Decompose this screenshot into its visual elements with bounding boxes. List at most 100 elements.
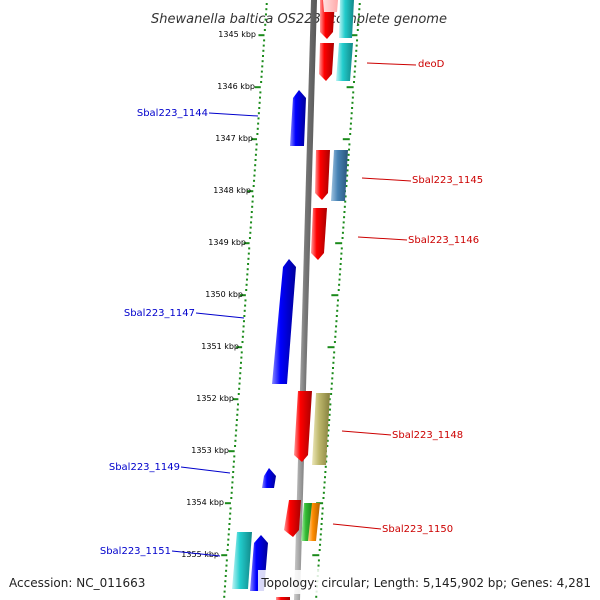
tick-minor [351,96,354,99]
cog-feature-sbal223-1145[interactable] [331,150,348,201]
tick-minor [258,107,261,109]
left-tick-track [221,3,268,598]
tick-minor [323,486,326,489]
gene-label-sbal223-1146[interactable]: Sbal223_1146 [408,235,479,246]
tick-minor [224,580,227,583]
cog-feature-sbal223-1150-orange[interactable] [308,503,320,541]
tick-major [327,346,335,349]
cog-feature-sbal223-1148[interactable] [312,393,330,465]
tick-minor [240,356,243,359]
tick-minor [236,408,239,411]
tick-minor [320,523,323,525]
tick-minor [235,424,238,427]
gene-label-sbal223-1147[interactable]: Sbal223_1147 [124,308,195,319]
tick-minor [247,257,250,260]
tick-minor [235,419,238,421]
tick-minor [232,460,235,463]
tick-minor [223,585,226,588]
tick-minor [351,101,354,104]
gene-label-sbal223-1145[interactable]: Sbal223_1145 [412,175,483,186]
tick-minor [341,231,344,234]
tick-minor [260,70,263,73]
tick-major [232,398,239,401]
tick-minor [241,335,244,338]
cog-feature-deoD[interactable] [336,43,353,81]
tick-minor [231,486,234,489]
tick-minor [226,543,229,546]
leader-line-sbal223-1147 [195,312,245,319]
kbp-label: 1353 kbp [191,446,229,455]
tick-minor [227,533,230,536]
tick-minor [245,278,248,281]
tick-minor [357,23,360,26]
tick-minor [257,117,260,120]
gene-label-sbal223-1148[interactable]: Sbal223_1148 [392,430,463,441]
gene-label-sbal223-1144[interactable]: Sbal223_1144 [137,108,208,119]
tick-major [335,242,343,245]
tick-minor [264,23,267,26]
gene-label-sbal223-1150[interactable]: Sbal223_1150 [382,524,453,535]
tick-minor [263,39,266,42]
tick-minor [247,263,250,265]
tick-minor [358,3,361,5]
tick-minor [332,356,335,359]
tick-minor [264,18,267,21]
gene-label-deoD[interactable]: deoD [418,59,445,70]
gene-label-sbal223-1149[interactable]: Sbal223_1149 [109,462,180,473]
tick-minor [330,393,333,395]
tick-major [312,554,320,557]
tick-minor [346,174,349,177]
tick-minor [348,148,351,151]
tick-minor [349,127,352,130]
kbp-label: 1346 kbp [217,82,255,91]
tick-minor [245,283,248,286]
cog-feature-top-pink [323,0,338,12]
tick-major [224,502,231,505]
cog-feature-sbal223-1151[interactable] [232,532,252,589]
tick-minor [326,439,329,442]
tick-minor [357,18,360,21]
kbp-label: 1349 kbp [208,238,246,247]
tick-minor [327,424,330,427]
tick-minor [229,507,232,510]
cds-feature-sbal223-1144[interactable] [290,90,306,146]
tick-minor [235,429,238,432]
kbp-label: 1345 kbp [218,30,256,39]
cds-feature-sbal223-1149[interactable] [262,468,276,488]
tick-minor [347,159,350,161]
map-title: Shewanella baltica OS223, complete genom… [151,12,447,27]
tick-minor [355,49,358,52]
tick-minor [334,330,337,333]
cds-feature-sbal223-1145[interactable] [315,150,330,200]
tick-minor [330,387,333,390]
tick-minor [326,445,329,447]
leader-line-sbal223-1146 [357,236,408,241]
tick-minor [319,538,322,541]
cds-feature-bottom-red[interactable] [276,597,290,600]
tick-minor [255,148,258,151]
tick-minor [225,569,228,572]
tick-minor [344,200,347,203]
tick-minor [229,512,232,515]
tick-minor [241,341,244,343]
gene-label-sbal223-1151[interactable]: Sbal223_1151 [100,546,171,557]
leader-line-sbal223-1150 [332,523,382,530]
tick-minor [251,200,254,203]
tick-minor [347,153,350,156]
tick-minor [336,309,339,312]
cds-feature-sbal223-1147[interactable] [272,259,296,384]
cog-feature-top-cyan[interactable] [339,0,354,38]
tick-minor [345,185,348,187]
tick-minor [356,39,359,42]
tick-minor [337,289,340,291]
cds-feature-sbal223-1148[interactable] [294,391,312,462]
cds-feature-sbal223-1150[interactable] [284,500,301,537]
tick-minor [245,289,248,291]
leader-line-deoD [366,62,417,66]
tick-minor [332,361,335,364]
tick-minor [333,351,336,354]
leader-line-sbal223-1149 [180,466,231,474]
tick-minor [333,341,336,343]
cds-feature-sbal223-1146[interactable] [311,208,327,260]
cds-feature-deoD[interactable] [319,43,334,81]
